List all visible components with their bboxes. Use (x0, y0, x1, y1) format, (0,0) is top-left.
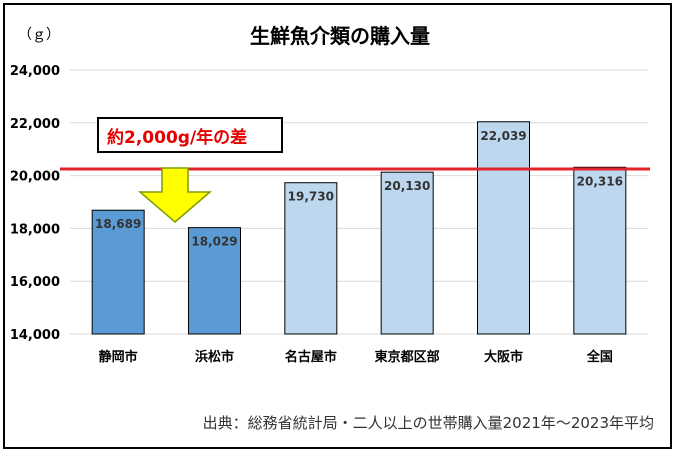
difference-annotation: 約2,000g/年の差 (97, 117, 283, 153)
y-axis-unit-label: （ｇ） (18, 27, 60, 43)
bar (380, 171, 434, 335)
bar-value-label: 22,039 (480, 129, 526, 143)
y-tick-label: 24,000 (10, 64, 60, 79)
category-label: 全国 (586, 349, 613, 365)
category-label: 名古屋市 (285, 349, 337, 365)
y-tick-label: 14,000 (10, 328, 60, 343)
y-tick-label: 20,000 (10, 170, 60, 185)
category-label: 浜松市 (195, 349, 234, 365)
y-tick-label: 16,000 (10, 275, 60, 290)
bar-value-label: 19,730 (288, 190, 334, 204)
bar-value-label: 20,316 (577, 174, 623, 188)
category-label: 静岡市 (99, 349, 138, 365)
bar (477, 121, 530, 335)
category-label: 大阪市 (484, 349, 523, 365)
bar (573, 166, 627, 335)
difference-annotation-text: 約2,000g/年の差 (107, 127, 248, 148)
bar-value-label: 18,029 (191, 235, 237, 249)
category-label: 東京都区部 (375, 349, 440, 365)
bar (91, 209, 145, 335)
bar-value-label: 18,689 (95, 217, 141, 231)
down-arrow-icon (137, 167, 213, 223)
source-note: 出典：総務省統計局・二人以上の世帯購入量2021年～2023年平均 (202, 414, 654, 432)
bar (188, 227, 241, 335)
bar-value-label: 20,130 (384, 179, 430, 193)
y-tick-label: 22,000 (10, 117, 60, 132)
y-tick-label: 18,000 (10, 222, 60, 237)
bar (284, 182, 338, 335)
chart-title: 生鮮魚介類の購入量 (250, 24, 430, 48)
